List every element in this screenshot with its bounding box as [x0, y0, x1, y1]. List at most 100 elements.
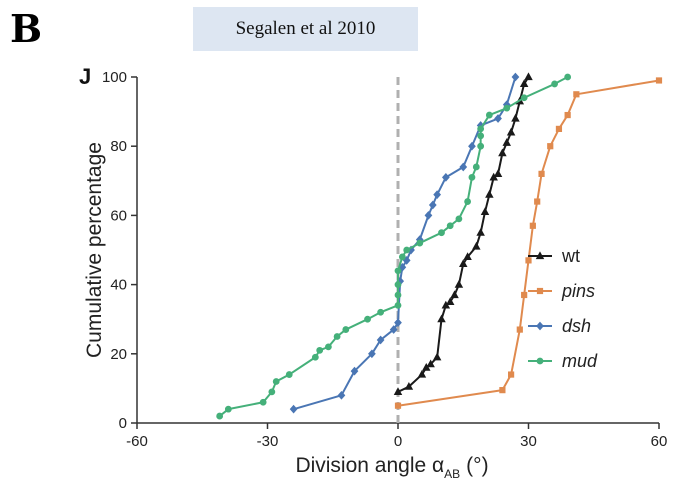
data-point-mud [478, 133, 484, 139]
data-point-mud [486, 112, 492, 118]
data-point-wt [451, 291, 458, 297]
data-point-mud [473, 164, 479, 170]
series-line-wt [398, 77, 529, 392]
data-point-mud [286, 372, 292, 378]
data-point-mud [326, 344, 332, 350]
series-line-mud [220, 77, 568, 416]
data-point-mud [395, 292, 401, 298]
data-point-mud [504, 105, 510, 111]
series-wt [395, 73, 532, 394]
data-point-mud [439, 230, 445, 236]
data-point-wt [434, 354, 441, 360]
y-tick-label: 40 [110, 277, 127, 294]
legend-label-dsh: dsh [562, 316, 591, 336]
data-point-pins [517, 327, 522, 332]
legend-marker [537, 358, 543, 364]
y-axis-title: Cumulative percentage [83, 142, 106, 358]
data-point-pins [500, 388, 505, 393]
data-point-wt [503, 139, 510, 145]
data-point-dsh [430, 201, 436, 208]
legend-item-wt: wt [528, 246, 580, 266]
data-point-pins [395, 403, 400, 408]
data-point-wt [456, 281, 463, 287]
y-tick-label: 0 [119, 415, 127, 432]
data-point-pins [522, 292, 527, 297]
data-point-mud [269, 389, 275, 395]
data-point-pins [556, 126, 561, 131]
data-point-dsh [512, 73, 518, 80]
legend-label-pins: pins [561, 281, 595, 301]
data-point-mud [260, 399, 266, 405]
data-point-wt [525, 73, 532, 79]
data-point-mud [478, 126, 484, 132]
data-point-mud [404, 247, 410, 253]
x-axis-title-main: Division angle α [295, 454, 444, 477]
y-tick-label: 100 [102, 69, 127, 86]
data-point-mud [565, 74, 571, 80]
legend-item-dsh: dsh [528, 316, 591, 336]
data-point-mud [417, 240, 423, 246]
data-point-mud [395, 282, 401, 288]
data-point-wt [477, 229, 484, 235]
data-point-mud [334, 334, 340, 340]
data-point-mud [273, 379, 279, 385]
data-point-mud [521, 95, 527, 101]
legend-label-wt: wt [561, 246, 580, 266]
data-point-wt [438, 316, 445, 322]
x-tick-label: 30 [520, 433, 537, 450]
data-point-mud [343, 327, 349, 333]
data-point-mud [395, 268, 401, 274]
data-point-mud [217, 413, 223, 419]
data-point-mud [317, 347, 323, 353]
data-point-wt [512, 115, 519, 121]
data-point-mud [225, 406, 231, 412]
data-point-pins [548, 144, 553, 149]
data-point-pins [539, 171, 544, 176]
data-point-pins [530, 223, 535, 228]
legend-marker [537, 288, 542, 293]
data-point-pins [565, 112, 570, 117]
data-point-pins [535, 199, 540, 204]
x-tick-label: -30 [257, 433, 279, 450]
data-point-dsh [425, 212, 431, 219]
data-point-mud [365, 316, 371, 322]
data-point-wt [508, 129, 515, 135]
data-point-mud [465, 199, 471, 205]
data-point-dsh [460, 163, 466, 170]
data-point-pins [574, 92, 579, 97]
data-point-pins [509, 372, 514, 377]
data-point-mud [395, 302, 401, 308]
legend-marker [537, 322, 543, 329]
x-axis-title-subscript: AB [444, 467, 460, 481]
data-point-mud [399, 254, 405, 260]
y-tick-label: 20 [110, 346, 127, 363]
data-point-wt [473, 243, 480, 249]
data-point-mud [469, 174, 475, 180]
legend-label-mud: mud [562, 351, 598, 371]
data-point-dsh [469, 143, 475, 150]
data-point-mud [456, 216, 462, 222]
data-point-mud [312, 354, 318, 360]
data-point-mud [478, 143, 484, 149]
data-point-pins [526, 258, 531, 263]
data-point-dsh [290, 406, 296, 413]
y-tick-label: 80 [110, 138, 127, 155]
data-point-pins [656, 78, 661, 83]
data-point-wt [482, 208, 489, 214]
y-tick-label: 60 [110, 207, 127, 224]
legend-item-mud: mud [528, 351, 598, 371]
data-point-wt [495, 170, 502, 176]
data-point-wt [486, 191, 493, 197]
data-point-mud [552, 81, 558, 87]
x-axis-title-unit: (°) [466, 454, 488, 477]
x-tick-label: 0 [394, 433, 402, 450]
x-tick-label: -60 [126, 433, 148, 450]
series-mud [217, 74, 571, 419]
data-point-mud [447, 223, 453, 229]
data-point-wt [499, 150, 506, 156]
data-point-mud [378, 309, 384, 315]
legend-item-pins: pins [528, 281, 595, 301]
x-axis-title: Division angle αAB (°) [295, 454, 488, 481]
x-tick-label: 60 [651, 433, 668, 450]
